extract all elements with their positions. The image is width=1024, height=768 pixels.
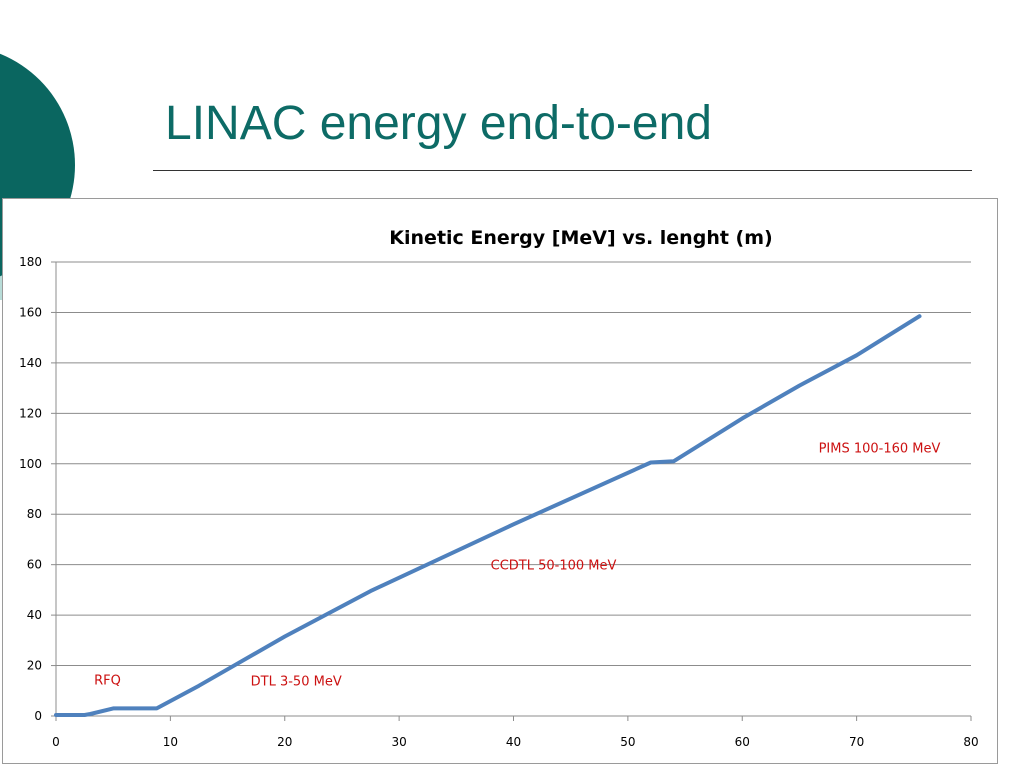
- y-tick-label: 140: [19, 356, 42, 370]
- y-tick-label: 80: [27, 507, 42, 521]
- title-divider: [153, 170, 972, 171]
- x-tick-label: 50: [620, 735, 635, 749]
- series-group: [54, 314, 922, 717]
- slide-title: LINAC energy end-to-end: [165, 97, 712, 150]
- annotation-label: RFQ: [94, 673, 121, 688]
- x-tick-label: 0: [52, 735, 60, 749]
- axes: [51, 261, 972, 721]
- annotation-label: PIMS 100-160 MeV: [819, 441, 941, 456]
- y-tick-label: 120: [19, 406, 42, 420]
- x-tick-label: 40: [506, 735, 521, 749]
- annotation-label: DTL 3-50 MeV: [251, 675, 342, 690]
- series-line-kinetic-energy: [54, 314, 922, 717]
- x-tick-label: 70: [849, 735, 864, 749]
- x-tick-label: 30: [391, 735, 406, 749]
- tick-labels: 0 20 40 60 80 100 120 140 160 180 0 10 20 30 40 50 60 70 8…: [19, 255, 979, 749]
- y-tick-label: 160: [19, 305, 42, 319]
- x-tick-label: 60: [735, 735, 750, 749]
- y-tick-label: 0: [34, 709, 42, 723]
- x-tick-label: 20: [277, 735, 292, 749]
- y-tick-label: 60: [27, 558, 42, 572]
- y-tick-label: 100: [19, 457, 42, 471]
- y-tick-label: 20: [27, 659, 42, 673]
- x-tick-label: 80: [963, 735, 978, 749]
- chart-frame: [2, 198, 998, 764]
- annotation-label: CCDTL 50-100 MeV: [491, 559, 617, 574]
- y-tick-label: 40: [27, 608, 42, 622]
- y-tick-label: 180: [19, 255, 42, 269]
- gridlines: [56, 261, 971, 667]
- x-tick-label: 10: [163, 735, 178, 749]
- annotations: RFQ DTL 3-50 MeV CCDTL 50-100 MeV PIMS 100-…: [94, 441, 940, 689]
- chart-title: Kinetic Energy [MeV] vs. lenght (m): [389, 227, 772, 249]
